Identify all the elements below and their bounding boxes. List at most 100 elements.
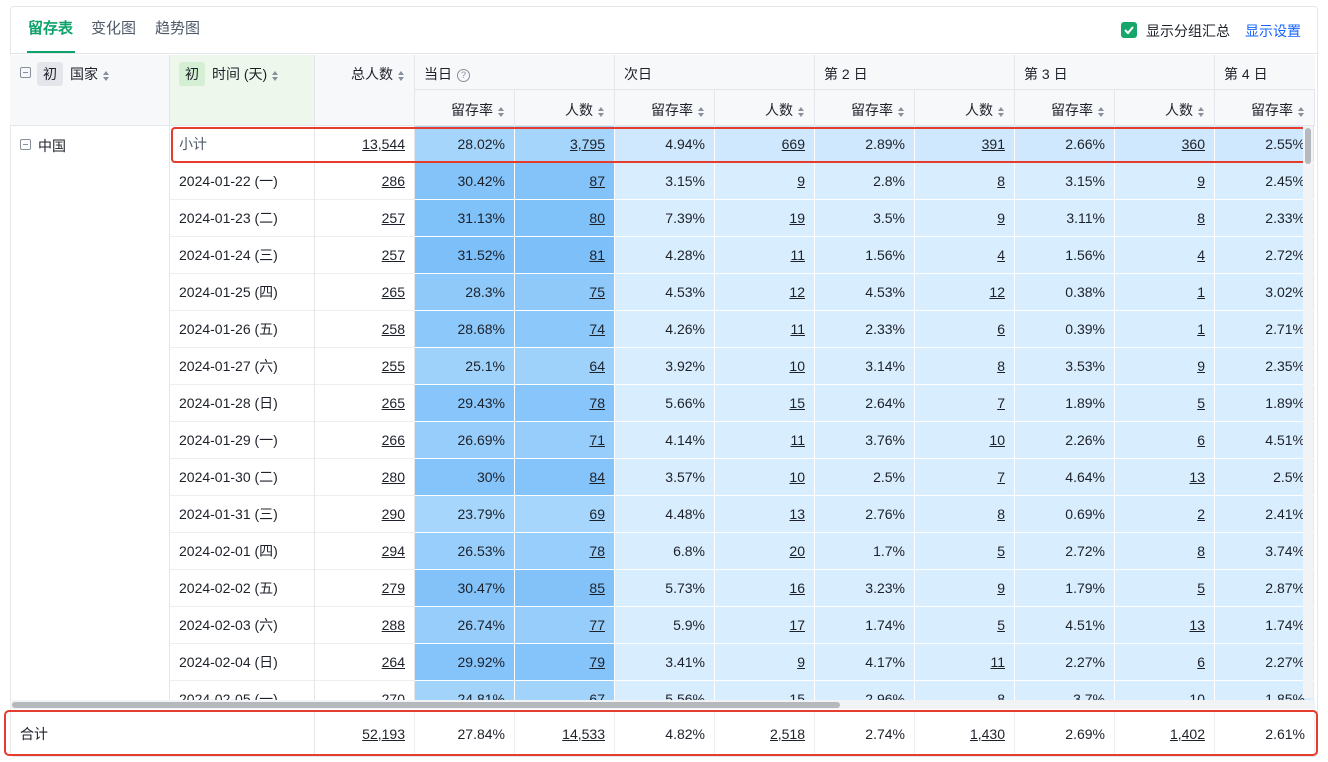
sort-icon[interactable] [597, 105, 605, 118]
count-link[interactable]: 6 [997, 321, 1005, 337]
count-link[interactable]: 74 [589, 321, 605, 337]
count-link[interactable]: 10 [989, 432, 1005, 448]
count-link[interactable]: 9 [997, 210, 1005, 226]
count-link[interactable]: 8 [997, 691, 1005, 700]
count-link[interactable]: 75 [589, 284, 605, 300]
count-link[interactable]: 8 [997, 506, 1005, 522]
count-link[interactable]: 9 [797, 173, 805, 189]
count-link[interactable]: 78 [589, 395, 605, 411]
count-link[interactable]: 9 [997, 580, 1005, 596]
settings-link[interactable]: 显示设置 [1245, 23, 1301, 39]
count-link[interactable]: 3,795 [569, 136, 605, 152]
tab[interactable]: 留存表 [28, 20, 74, 37]
sort-icon[interactable] [397, 69, 405, 82]
count-link[interactable]: 1 [1197, 321, 1205, 337]
collapse-icon[interactable] [20, 67, 31, 78]
sub-header-label[interactable]: 人数 [1165, 100, 1205, 120]
count-link[interactable]: 7 [997, 469, 1005, 485]
count-link[interactable]: 14,533 [562, 725, 605, 742]
count-link[interactable]: 12 [989, 284, 1005, 300]
count-link[interactable]: 16 [789, 580, 805, 596]
count-link[interactable]: 71 [589, 432, 605, 448]
count-link[interactable]: 85 [589, 580, 605, 596]
count-link[interactable]: 11 [990, 654, 1005, 670]
count-link[interactable]: 6 [1197, 654, 1205, 670]
count-link[interactable]: 84 [589, 469, 605, 485]
sort-icon[interactable] [1197, 105, 1205, 118]
sort-icon[interactable] [102, 69, 110, 82]
sort-icon[interactable] [897, 105, 905, 118]
count-link[interactable]: 10 [789, 469, 805, 485]
count-link[interactable]: 5 [997, 543, 1005, 559]
count-link[interactable]: 80 [589, 210, 605, 226]
count-link[interactable]: 17 [789, 617, 805, 633]
sub-header-label[interactable]: 留存率 [1051, 100, 1105, 120]
sort-icon[interactable] [271, 69, 279, 82]
count-link[interactable]: 9 [1197, 173, 1205, 189]
count-link[interactable]: 9 [1197, 358, 1205, 374]
v-scroll-thumb[interactable] [1305, 128, 1311, 164]
count-link[interactable]: 10 [1189, 691, 1205, 700]
count-link[interactable]: 69 [589, 506, 605, 522]
count-link[interactable]: 19 [789, 210, 805, 226]
sub-header-label[interactable]: 人数 [565, 100, 605, 120]
dimension-label[interactable]: 国家 [70, 64, 110, 84]
count-link[interactable]: 286 [381, 173, 405, 189]
count-link[interactable]: 669 [781, 136, 805, 152]
count-link[interactable]: 2,518 [769, 725, 805, 742]
count-link[interactable]: 279 [381, 580, 405, 596]
count-link[interactable]: 360 [1181, 136, 1205, 152]
count-link[interactable]: 290 [381, 506, 405, 522]
tab[interactable]: 变化图 [91, 20, 137, 37]
count-link[interactable]: 255 [381, 358, 405, 374]
count-link[interactable]: 11 [790, 432, 805, 448]
count-link[interactable]: 9 [797, 654, 805, 670]
count-link[interactable]: 11 [790, 247, 805, 263]
count-link[interactable]: 13 [789, 506, 805, 522]
count-link[interactable]: 87 [589, 173, 605, 189]
count-link[interactable]: 257 [381, 210, 405, 226]
count-link[interactable]: 258 [381, 321, 405, 337]
count-link[interactable]: 288 [381, 617, 405, 633]
count-link[interactable]: 5 [1197, 395, 1205, 411]
sub-header-label[interactable]: 留存率 [651, 100, 705, 120]
tab[interactable]: 趋势图 [155, 20, 201, 37]
count-link[interactable]: 15 [789, 395, 805, 411]
count-link[interactable]: 4 [1197, 247, 1205, 263]
count-link[interactable]: 1,402 [1169, 725, 1205, 742]
sub-header-label[interactable]: 留存率 [1251, 100, 1305, 120]
count-link[interactable]: 67 [589, 691, 605, 700]
count-link[interactable]: 10 [789, 358, 805, 374]
count-link[interactable]: 7 [997, 395, 1005, 411]
count-link[interactable]: 77 [589, 617, 605, 633]
count-link[interactable]: 257 [381, 247, 405, 263]
count-link[interactable]: 8 [1197, 543, 1205, 559]
count-link[interactable]: 11 [790, 321, 805, 337]
count-link[interactable]: 4 [997, 247, 1005, 263]
count-link[interactable]: 266 [381, 432, 405, 448]
count-link[interactable]: 79 [589, 654, 605, 670]
count-link[interactable]: 15 [789, 691, 805, 700]
count-link[interactable]: 64 [589, 358, 605, 374]
sort-icon[interactable] [797, 105, 805, 118]
count-link[interactable]: 81 [589, 247, 605, 263]
count-link[interactable]: 12 [789, 284, 805, 300]
h-scroll-thumb[interactable] [12, 702, 840, 708]
count-link[interactable]: 13,544 [362, 136, 405, 152]
sub-header-label[interactable]: 人数 [965, 100, 1005, 120]
sort-icon[interactable] [1097, 105, 1105, 118]
count-link[interactable]: 13 [1189, 617, 1205, 633]
count-link[interactable]: 1 [1197, 284, 1205, 300]
count-link[interactable]: 8 [997, 358, 1005, 374]
count-link[interactable]: 1,430 [969, 725, 1005, 742]
count-link[interactable]: 20 [789, 543, 805, 559]
checkbox[interactable] [1121, 22, 1137, 38]
sort-icon[interactable] [1297, 105, 1305, 118]
sort-icon[interactable] [997, 105, 1005, 118]
count-link[interactable]: 265 [381, 284, 405, 300]
total-label[interactable]: 总人数 [351, 64, 405, 84]
count-link[interactable]: 264 [381, 654, 405, 670]
sub-header-label[interactable]: 留存率 [451, 100, 505, 120]
sub-header-label[interactable]: 留存率 [851, 100, 905, 120]
count-link[interactable]: 8 [997, 173, 1005, 189]
